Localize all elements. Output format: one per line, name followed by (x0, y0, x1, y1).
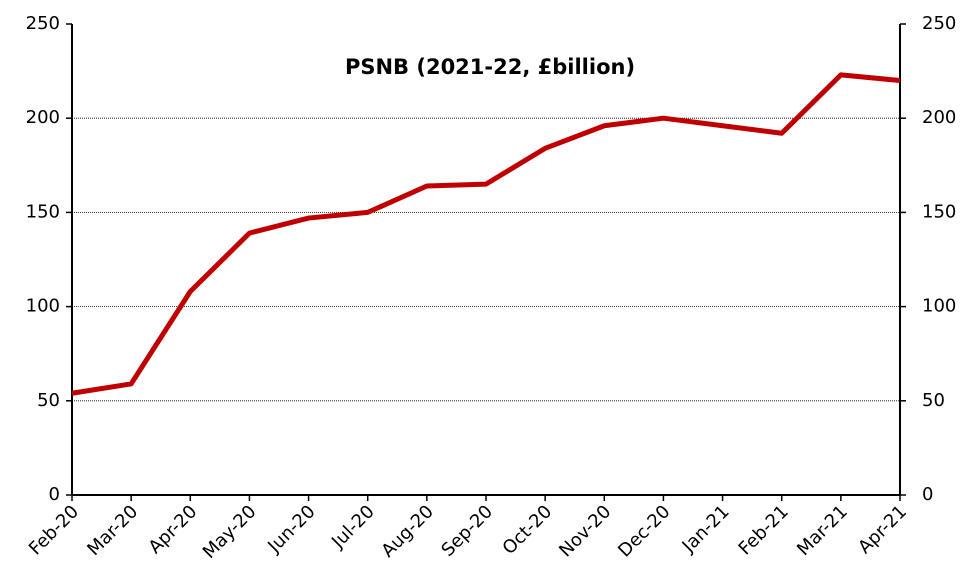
x-tick-label: Jan-21 (678, 501, 734, 557)
x-tick-label: Dec-20 (614, 501, 674, 561)
y-tick-label: 200 (26, 107, 60, 128)
x-tick-label: Feb-20 (25, 501, 83, 559)
x-tick-label: Oct-20 (499, 501, 557, 559)
y2-tick-label: 200 (922, 107, 956, 128)
x-tick-label: Mar-20 (83, 501, 142, 560)
y2-tick-label: 0 (922, 484, 933, 505)
chart-title: PSNB (2021-22, £billion) (345, 55, 635, 79)
x-tick-label: Feb-21 (735, 501, 793, 559)
y-tick-label: 150 (26, 201, 60, 222)
x-tick-label: Jun-20 (263, 501, 319, 557)
y2-tick-label: 100 (922, 296, 956, 317)
x-tick-label: Sep-20 (437, 501, 497, 561)
y-tick-label: 0 (49, 484, 60, 505)
y2-tick-label: 250 (922, 13, 956, 34)
x-tick-label: Jul-20 (327, 501, 379, 553)
x-tick-label: Apr-21 (854, 501, 911, 558)
data-line (71, 72, 901, 396)
y2-tick-label: 50 (922, 390, 945, 411)
y2-tick-label: 150 (922, 201, 956, 222)
x-tick-label: Aug-20 (377, 501, 437, 561)
y-tick-label: 250 (26, 13, 60, 34)
y-tick-label: 50 (37, 390, 60, 411)
x-tick-label: Mar-21 (793, 501, 852, 560)
x-tick-label: May-20 (199, 501, 261, 563)
x-tick-label: Apr-20 (145, 501, 202, 558)
y-tick-label: 100 (26, 296, 60, 317)
x-tick-label: Nov-20 (555, 501, 615, 561)
